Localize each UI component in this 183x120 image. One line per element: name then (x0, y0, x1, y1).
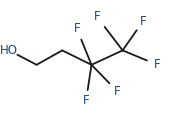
Text: F: F (139, 15, 146, 28)
Text: F: F (94, 10, 100, 23)
Text: F: F (83, 94, 89, 107)
Text: F: F (114, 85, 120, 98)
Text: F: F (154, 58, 161, 71)
Text: F: F (74, 22, 80, 35)
Text: HO: HO (0, 44, 18, 57)
